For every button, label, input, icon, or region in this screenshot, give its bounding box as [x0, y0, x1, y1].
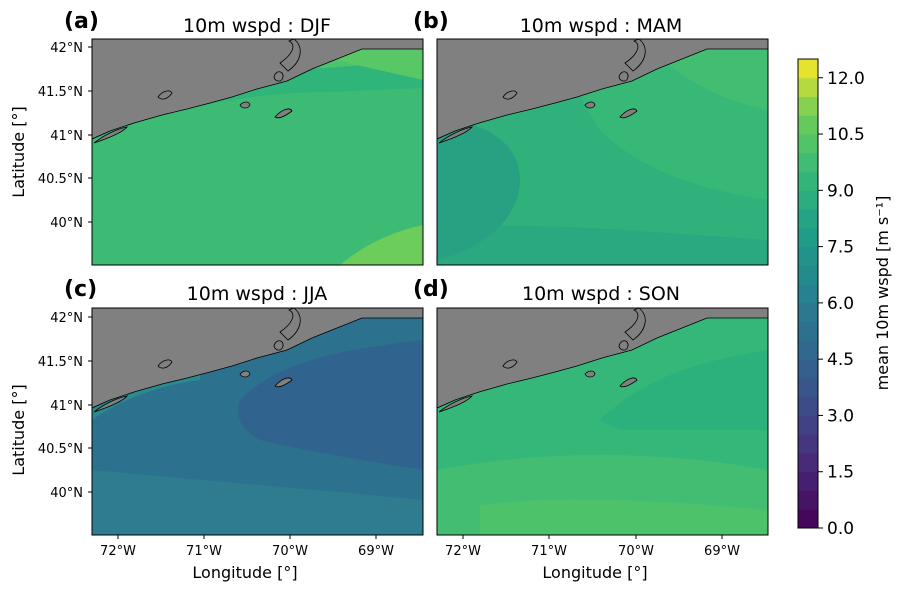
- colorbar-segment: [798, 59, 818, 79]
- panel-letter-c: (c): [64, 277, 97, 302]
- colorbar-segment: [798, 434, 818, 454]
- colorbar-segment: [798, 471, 818, 491]
- lon-tick-right-1: 71°W: [531, 544, 567, 559]
- lat-tick-top-3: 40.5°N: [38, 172, 83, 187]
- colorbar: 12.0 10.5 9.0 7.5 6.0 4.5 3.0 1.5 0.0 mean 10m w…: [797, 58, 892, 539]
- panel-title-c: 10m wspd : JJA: [187, 283, 328, 305]
- colorbar-segment: [798, 134, 818, 154]
- colorbar-segment: [798, 246, 818, 266]
- lon-tick-right-0: 72°W: [445, 544, 481, 559]
- colorbar-segment: [798, 96, 818, 116]
- colorbar-segment: [798, 509, 818, 529]
- colorbar-segment: [798, 359, 818, 379]
- lon-axis-right: 72°W 71°W 70°W 69°W Longitude [°]: [445, 535, 740, 582]
- colorbar-tick-label: 6.0: [827, 294, 854, 314]
- colorbar-segment: [798, 396, 818, 416]
- lat-tick-top-1: 41.5°N: [38, 85, 83, 100]
- lon-tick-left-0: 72°W: [100, 544, 136, 559]
- colorbar-tick-label: 3.0: [827, 406, 854, 426]
- lat-tick-top-0: 42°N: [50, 41, 83, 56]
- colorbar-tick-label: 0.0: [827, 519, 854, 539]
- colorbar-segment: [798, 415, 818, 435]
- colorbar-tick-label: 1.5: [827, 463, 854, 483]
- colorbar-segment: [798, 171, 818, 191]
- map-frame-d: [436, 307, 769, 536]
- xlabel-left: Longitude [°]: [192, 563, 297, 582]
- contour-a-band: [92, 60, 423, 140]
- lat-tick-bottom-0: 42°N: [50, 311, 83, 326]
- lon-tick-left-1: 71°W: [186, 544, 222, 559]
- lon-tick-right-3: 69°W: [704, 544, 740, 559]
- colorbar-segment: [798, 227, 818, 248]
- colorbar-segment: [798, 302, 818, 323]
- panel-letter-b: (b): [413, 9, 449, 34]
- colorbar-segment: [798, 377, 818, 398]
- lat-tick-top-4: 40°N: [50, 216, 83, 231]
- lat-tick-bottom-4: 40°N: [50, 486, 83, 501]
- panel-letter-d: (d): [413, 277, 449, 302]
- colorbar-segment: [798, 115, 818, 135]
- lat-tick-top-2: 41°N: [50, 129, 83, 144]
- colorbar-segment: [798, 152, 818, 173]
- lat-tick-bottom-1: 41.5°N: [38, 355, 83, 370]
- lon-axis-left: 72°W 71°W 70°W 69°W Longitude [°]: [100, 535, 394, 582]
- map-frame-a: [91, 38, 424, 266]
- ylabel-top: Latitude [°]: [9, 106, 28, 197]
- contour-d-farsouth: [480, 499, 768, 535]
- contour-c-coast: [92, 370, 200, 420]
- contour-b-south: [437, 225, 768, 265]
- colorbar-segments: [798, 59, 818, 529]
- contour-a-mid: [92, 85, 423, 265]
- lon-tick-left-3: 69°W: [358, 544, 394, 559]
- lat-axis-bottom: 42°N 41.5°N 41°N 40.5°N 40°N Latitude [°…: [9, 311, 92, 501]
- xlabel-right: Longitude [°]: [542, 563, 647, 582]
- panel-a: (a) 10m wspd : DJF: [64, 9, 424, 266]
- colorbar-segment: [798, 209, 818, 229]
- colorbar-tick-label: 10.5: [827, 125, 865, 145]
- contour-d-east: [600, 350, 768, 430]
- colorbar-segment: [798, 452, 818, 473]
- colorbar-segment: [798, 190, 818, 210]
- contour-a-sw: [340, 225, 423, 265]
- panel-title-a: 10m wspd : DJF: [183, 15, 331, 37]
- colorbar-segment: [798, 340, 818, 360]
- colorbar-frame: [797, 58, 819, 529]
- lat-axis-top: 42°N 41.5°N 41°N 40.5°N 40°N Latitude [°…: [9, 41, 92, 231]
- colorbar-tick-label: 7.5: [827, 238, 854, 258]
- colorbar-segment: [798, 321, 818, 341]
- map-frame-b: [436, 38, 769, 266]
- panel-d: (d) 10m wspd : SON: [413, 277, 769, 536]
- colorbar-segment: [798, 77, 818, 98]
- colorbar-segment: [798, 490, 818, 510]
- panel-letter-a: (a): [64, 9, 99, 34]
- lat-tick-bottom-3: 40.5°N: [38, 442, 83, 457]
- colorbar-segment: [798, 265, 818, 285]
- panel-title-d: 10m wspd : SON: [522, 283, 680, 305]
- colorbar-tick-label: 4.5: [827, 350, 854, 370]
- colorbar-tick-label: 12.0: [827, 69, 865, 89]
- panel-c: (c) 10m wspd : JJA: [64, 277, 424, 536]
- lat-tick-bottom-2: 41°N: [50, 399, 83, 414]
- colorbar-tick-label: 9.0: [827, 181, 854, 201]
- contour-c-south: [92, 470, 423, 535]
- map-frame-c: [91, 307, 424, 536]
- contour-c-offshore: [238, 340, 423, 470]
- panel-title-b: 10m wspd : MAM: [520, 15, 683, 37]
- colorbar-ticks: 12.0 10.5 9.0 7.5 6.0 4.5 3.0 1.5 0.0: [818, 69, 865, 539]
- colorbar-segment: [798, 284, 818, 304]
- panel-b: (b) 10m wspd : MAM: [413, 9, 769, 266]
- lon-tick-left-2: 70°W: [272, 544, 308, 559]
- lon-tick-right-2: 70°W: [618, 544, 654, 559]
- ylabel-bottom: Latitude [°]: [9, 384, 28, 475]
- colorbar-label: mean 10m wspd [m s⁻¹]: [873, 196, 892, 391]
- contour-b-sw: [437, 120, 520, 260]
